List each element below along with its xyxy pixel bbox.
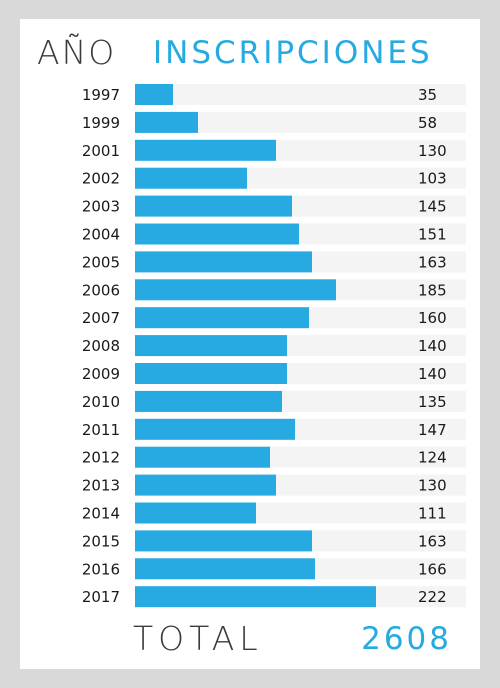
year-label: 2007 [82, 309, 120, 327]
value-label: 222 [418, 588, 447, 606]
year-label: 2009 [82, 365, 120, 383]
value-label: 163 [418, 532, 447, 550]
bar-row-2014: 2014 111 [82, 502, 466, 524]
bar-track [135, 84, 466, 105]
bar-row-2012: 2012 124 [82, 446, 466, 468]
year-label: 2003 [82, 198, 120, 216]
bar-1997 [135, 84, 173, 105]
bar-row-1997: 1997 35 [82, 84, 466, 105]
year-label: 2016 [82, 560, 120, 578]
year-column-header: AÑO [37, 33, 117, 72]
bar-track [135, 111, 466, 133]
total-value: 2608 [361, 621, 452, 657]
value-label: 145 [418, 198, 447, 216]
bar-2001 [135, 139, 276, 161]
bar-2017 [135, 586, 376, 608]
bar-2007 [135, 307, 309, 329]
year-label: 1997 [82, 86, 120, 104]
bar-row-2003: 2003 145 [82, 195, 466, 217]
bar-2003 [135, 195, 292, 217]
value-label: 147 [418, 421, 447, 439]
value-label: 140 [418, 365, 447, 383]
year-label: 2015 [82, 532, 120, 550]
bar-row-2011: 2011 147 [82, 418, 466, 440]
bar-row-2005: 2005 163 [82, 251, 466, 273]
bar-row-2015: 2015 163 [82, 530, 466, 552]
bar-row-2006: 2006 185 [82, 279, 466, 301]
bar-row-2007: 2007 160 [82, 307, 466, 329]
year-label: 2011 [82, 421, 120, 439]
bar-2011 [135, 418, 295, 440]
value-label: 130 [418, 477, 447, 495]
year-label: 2013 [82, 477, 120, 495]
value-label: 166 [418, 560, 447, 578]
bar-chart: 1997 35 1999 58 2001 130 2002 103 2003 145 2004 151… [82, 84, 466, 608]
bar-2010 [135, 390, 282, 412]
value-label: 160 [418, 309, 447, 327]
bar-2016 [135, 558, 315, 580]
year-label: 2014 [82, 505, 120, 523]
bar-2014 [135, 502, 256, 524]
year-label: 2001 [82, 142, 120, 160]
year-label: 2008 [82, 337, 120, 355]
bar-row-2009: 2009 140 [82, 363, 466, 384]
bar-row-2017: 2017 222 [82, 586, 466, 608]
bar-row-2002: 2002 103 [82, 167, 466, 189]
bar-1999 [135, 111, 198, 133]
value-label: 185 [418, 281, 447, 299]
bar-2012 [135, 446, 270, 468]
value-label: 151 [418, 226, 447, 244]
value-label: 124 [418, 449, 447, 467]
value-label: 58 [418, 114, 437, 132]
total-label: TOTAL [133, 619, 263, 658]
chart-card: AÑO INSCRIPCIONES 1997 35 1999 58 2001 130 200… [20, 19, 480, 669]
bar-row-2001: 2001 130 [82, 139, 466, 161]
bar-2006 [135, 279, 336, 301]
bar-row-2004: 2004 151 [82, 223, 466, 245]
bar-row-2016: 2016 166 [82, 558, 466, 580]
value-label: 35 [418, 86, 437, 104]
bar-2002 [135, 167, 247, 189]
year-label: 2002 [82, 170, 120, 188]
bar-2009 [135, 363, 287, 384]
value-label: 130 [418, 142, 447, 160]
bar-row-2013: 2013 130 [82, 474, 466, 496]
bar-row-1999: 1999 58 [82, 111, 466, 133]
bar-2015 [135, 530, 312, 552]
value-label: 135 [418, 393, 447, 411]
year-label: 2010 [82, 393, 120, 411]
year-label: 2006 [82, 281, 120, 299]
bar-2004 [135, 223, 299, 245]
year-label: 1999 [82, 114, 120, 132]
bar-row-2008: 2008 140 [82, 335, 466, 357]
enrollments-column-header: INSCRIPCIONES [153, 35, 433, 71]
bar-2005 [135, 251, 312, 273]
bar-2013 [135, 474, 276, 496]
bar-2008 [135, 335, 287, 357]
year-label: 2012 [82, 449, 120, 467]
value-label: 103 [418, 170, 447, 188]
value-label: 140 [418, 337, 447, 355]
bar-row-2010: 2010 135 [82, 390, 466, 412]
year-label: 2004 [82, 226, 120, 244]
value-label: 111 [418, 505, 447, 523]
value-label: 163 [418, 253, 447, 271]
year-label: 2005 [82, 253, 120, 271]
year-label: 2017 [82, 588, 120, 606]
